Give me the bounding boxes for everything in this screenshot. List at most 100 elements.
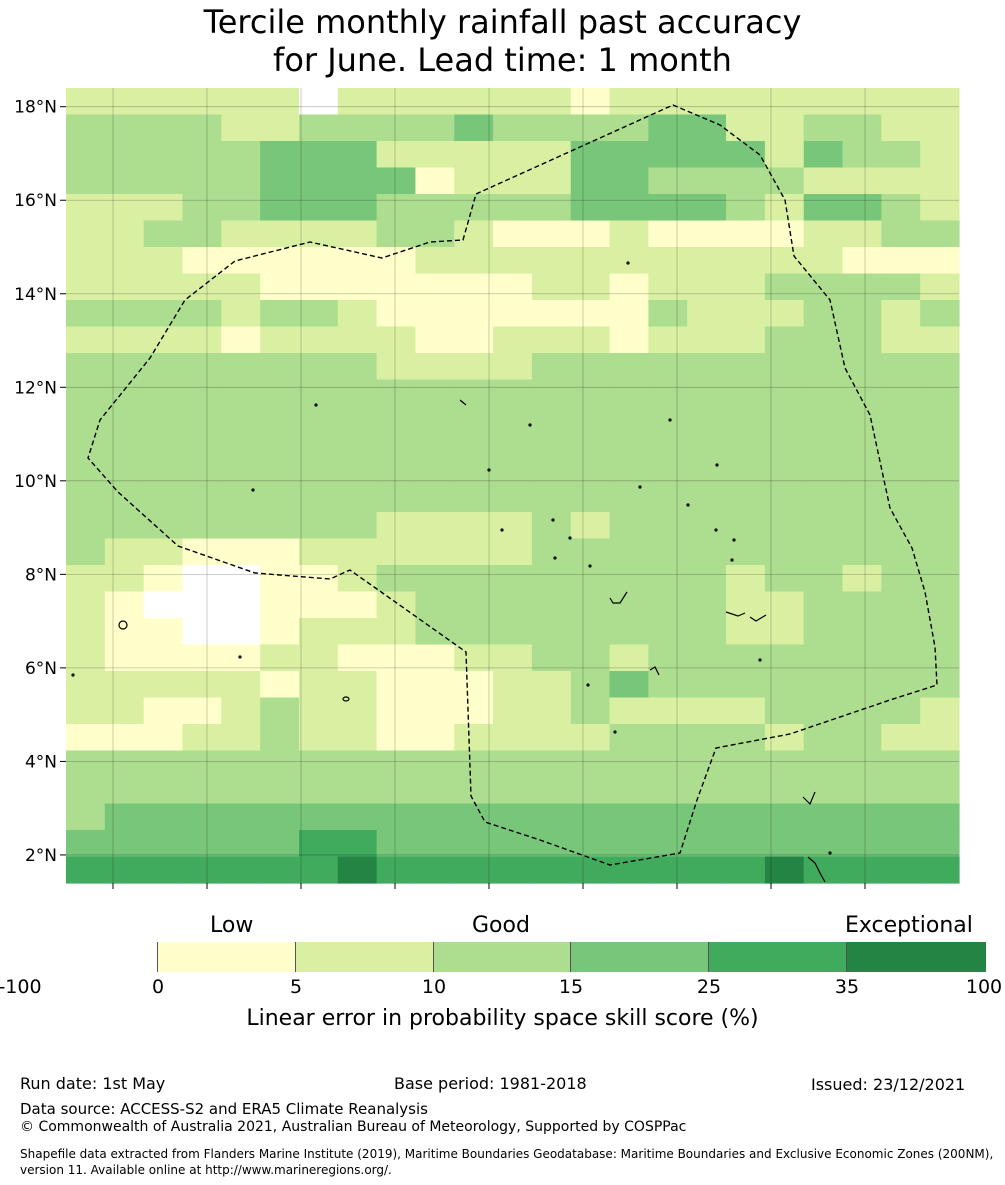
grid-cell: [687, 326, 727, 354]
grid-cell: [726, 114, 766, 142]
colorbar-swatch-5: [709, 942, 847, 972]
grid-cell: [182, 485, 222, 513]
grid-cell: [687, 697, 727, 725]
grid-cell: [66, 565, 106, 593]
grid-cell: [221, 379, 261, 407]
grid-cell: [143, 856, 184, 884]
grid-cell: [337, 247, 378, 275]
grid-cell: [920, 88, 960, 116]
grid-cell: [842, 644, 882, 672]
grid-cell: [221, 167, 261, 195]
grid-cell: [764, 803, 805, 831]
grid-cell: [842, 194, 882, 222]
grid-cell: [609, 671, 649, 699]
grid-cell: [143, 459, 184, 487]
grid-cell: [143, 750, 184, 778]
grid-cell: [298, 538, 339, 566]
grid-cell: [182, 326, 222, 354]
grid-cell: [609, 459, 649, 487]
grid-cell: [454, 141, 494, 169]
grid-cell: [415, 88, 455, 116]
grid-cell: [298, 194, 339, 222]
grid-cell: [609, 141, 649, 169]
grid-cell: [415, 618, 455, 646]
grid-cell: [493, 671, 533, 699]
shapefile-credit-line-1: Shapefile data extracted from Flanders M…: [20, 1147, 994, 1161]
grid-cell: [920, 644, 960, 672]
grid-cell: [803, 114, 844, 142]
grid-cell: [803, 803, 844, 831]
grid-cell: [842, 671, 882, 699]
grid-cell: [493, 856, 533, 884]
grid-cell: [570, 565, 611, 593]
grid-cell: [842, 512, 882, 540]
latitude-label: 12°N: [14, 378, 57, 398]
grid-cell: [298, 406, 339, 434]
grid-cell: [881, 88, 921, 116]
grid-cell: [803, 432, 844, 460]
grid-cell: [803, 644, 844, 672]
grid-cell: [260, 88, 300, 116]
grid-cell: [143, 114, 184, 142]
colorbar-category-low: Low: [210, 913, 254, 938]
grid-cell: [493, 141, 533, 169]
grid-cell: [570, 803, 611, 831]
grid-cell: [298, 300, 339, 328]
grid-cell: [687, 379, 727, 407]
grid-cell: [493, 777, 533, 805]
grid-cell: [920, 326, 960, 354]
grid-cell: [260, 644, 300, 672]
grid-cell: [182, 750, 222, 778]
grid-cell: [687, 777, 727, 805]
grid-cell: [493, 750, 533, 778]
grid-cell: [609, 565, 649, 593]
grid-cell: [66, 856, 106, 884]
grid-cell: [881, 406, 921, 434]
grid-cell: [803, 724, 844, 752]
grid-cell: [182, 114, 222, 142]
grid-cell: [104, 220, 145, 248]
grid-cell: [143, 724, 184, 752]
grid-cell: [764, 777, 805, 805]
grid-cell: [648, 459, 688, 487]
grid-cell: [881, 459, 921, 487]
grid-cell: [726, 167, 766, 195]
grid-cell: [920, 220, 960, 248]
grid-cell: [570, 353, 611, 381]
grid-cell: [182, 379, 222, 407]
grid-cell: [648, 88, 688, 116]
grid-cell: [337, 220, 378, 248]
grid-cell: [609, 777, 649, 805]
grid-cell: [66, 141, 106, 169]
grid-cell: [143, 379, 184, 407]
grid-cell: [66, 830, 106, 858]
grid-cell: [337, 724, 378, 752]
grid-cell: [570, 379, 611, 407]
grid-cell: [182, 856, 222, 884]
grid-cell: [531, 273, 572, 301]
grid-cell: [609, 830, 649, 858]
grid-cell: [881, 644, 921, 672]
grid-cell: [415, 591, 455, 619]
grid-cell: [687, 300, 727, 328]
grid-cell: [104, 724, 145, 752]
grid-cell: [260, 114, 300, 142]
grid-cell: [415, 538, 455, 566]
grid-cell: [920, 247, 960, 275]
grid-cell: [66, 724, 106, 752]
grid-cell: [337, 750, 378, 778]
grid-cell: [881, 247, 921, 275]
grid-cell: [531, 777, 572, 805]
grid-cell: [104, 432, 145, 460]
grid-cell: [803, 194, 844, 222]
grid-cell: [764, 406, 805, 434]
grid-cell: [609, 220, 649, 248]
grid-cell: [104, 512, 145, 540]
grid-cell: [260, 591, 300, 619]
grid-cell: [881, 220, 921, 248]
grid-cell: [881, 485, 921, 513]
grid-cell: [570, 114, 611, 142]
grid-cell: [920, 803, 960, 831]
grid-cell: [221, 591, 261, 619]
grid-cell: [609, 724, 649, 752]
